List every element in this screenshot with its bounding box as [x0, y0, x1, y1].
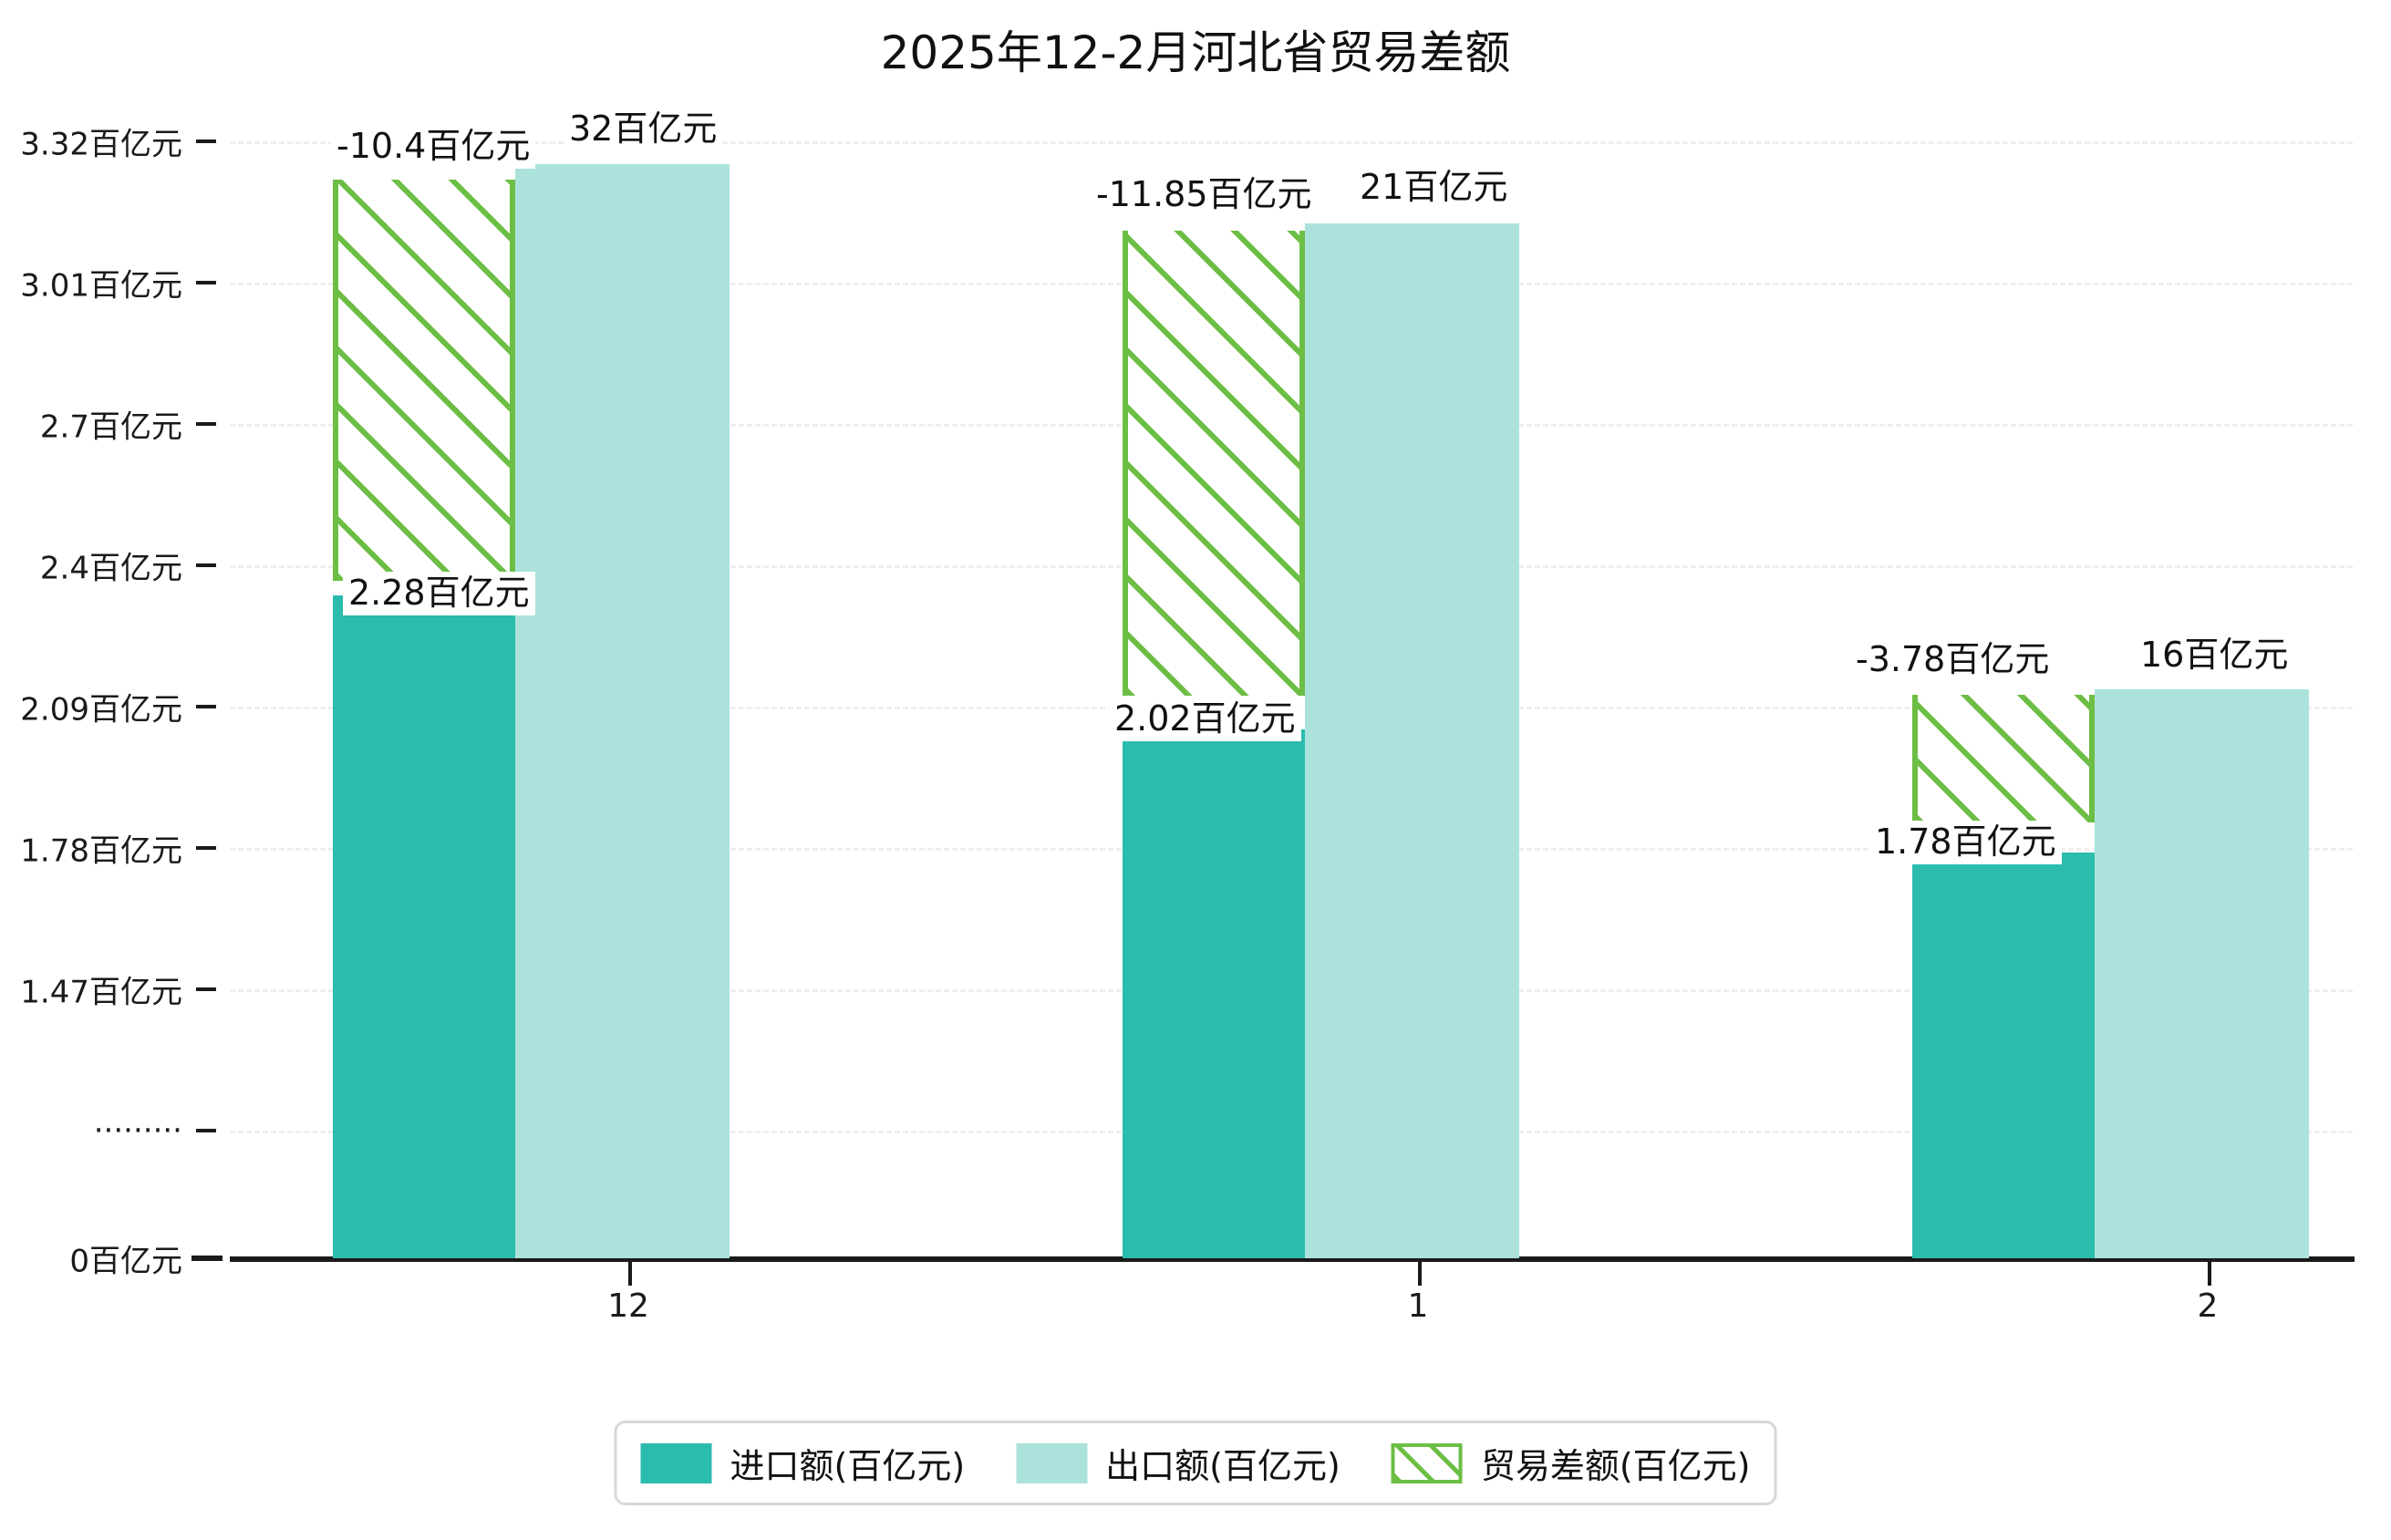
legend-item-import[interactable]: 进口额(百亿元)	[640, 1438, 966, 1488]
import-swatch-icon	[640, 1442, 712, 1483]
y-axis-tick-label: 2.4百亿元	[39, 550, 182, 587]
bar-trade-balance[interactable]	[1912, 695, 2095, 822]
legend-label-import: 进口额(百亿元)	[730, 1446, 966, 1486]
y-axis-tick-mark	[196, 563, 216, 567]
gridline	[230, 141, 2353, 144]
export-swatch-icon	[1016, 1442, 1088, 1483]
x-axis-tick-mark	[1418, 1262, 1422, 1286]
bar-import[interactable]	[1123, 729, 1305, 1258]
y-axis-tick-label: 1.47百亿元	[20, 974, 182, 1011]
bar-label-trade-balance: -10.4百亿元	[331, 125, 536, 169]
chart-title: 2025年12-2月河北省贸易差额	[880, 26, 1511, 79]
bar-label-export: 32百亿元	[564, 108, 723, 151]
trade-balance-hatch-swatch-icon	[1391, 1442, 1463, 1483]
x-axis-tick-mark	[628, 1262, 632, 1286]
y-axis-tick-label: 2.09百亿元	[20, 691, 182, 729]
bar-label-import: 2.02百亿元	[1109, 698, 1301, 741]
chart-legend: 进口额(百亿元) 出口额(百亿元) 贸易差额(百亿元)	[614, 1421, 1777, 1505]
legend-label-export: 出口额(百亿元)	[1105, 1446, 1340, 1486]
bar-trade-balance[interactable]	[1123, 231, 1305, 696]
y-axis-tick-label: 2.7百亿元	[39, 408, 182, 446]
x-axis-line	[230, 1256, 2355, 1262]
bar-import[interactable]	[1912, 853, 2095, 1258]
x-axis-tick-label: 12	[607, 1287, 649, 1325]
bar-export[interactable]	[1305, 223, 1519, 1258]
bar-export[interactable]	[2095, 689, 2309, 1258]
bar-export[interactable]	[515, 164, 730, 1258]
x-axis-tick-mark	[2208, 1262, 2211, 1286]
bar-trade-balance[interactable]	[333, 180, 515, 581]
y-axis-tick-label: 3.01百亿元	[20, 267, 182, 305]
y-axis-tick-label: ·········	[93, 1112, 182, 1149]
y-axis-tick-mark	[196, 140, 216, 143]
x-axis-tick-label: 2	[2197, 1287, 2219, 1325]
bar-label-import: 1.78百亿元	[1869, 821, 2062, 864]
bar-label-trade-balance: -3.78百亿元	[1850, 638, 2055, 682]
y-axis-tick-mark	[191, 1256, 223, 1261]
y-axis-tick-mark	[196, 281, 216, 284]
y-axis-tick-mark	[196, 1129, 216, 1132]
y-axis-tick-label: 3.32百亿元	[20, 126, 182, 163]
bar-label-export: 21百亿元	[1354, 166, 1514, 210]
y-axis-tick-label: 0百亿元	[69, 1243, 182, 1280]
y-axis-tick-mark	[196, 846, 216, 850]
legend-item-export[interactable]: 出口额(百亿元)	[1016, 1438, 1340, 1488]
bar-label-import: 2.28百亿元	[343, 572, 535, 615]
legend-item-trade-balance[interactable]: 贸易差额(百亿元)	[1391, 1438, 1751, 1488]
legend-label-trade-balance: 贸易差额(百亿元)	[1480, 1446, 1751, 1486]
y-axis-tick-label: 1.78百亿元	[20, 832, 182, 870]
y-axis-tick-mark	[196, 422, 216, 426]
x-axis-tick-label: 1	[1407, 1287, 1429, 1325]
y-axis-tick-mark	[196, 987, 216, 991]
bar-label-export: 16百亿元	[2135, 634, 2294, 677]
bar-label-trade-balance: -11.85百亿元	[1091, 173, 1318, 217]
y-axis-tick-mark	[196, 705, 216, 708]
bar-import[interactable]	[333, 595, 515, 1258]
